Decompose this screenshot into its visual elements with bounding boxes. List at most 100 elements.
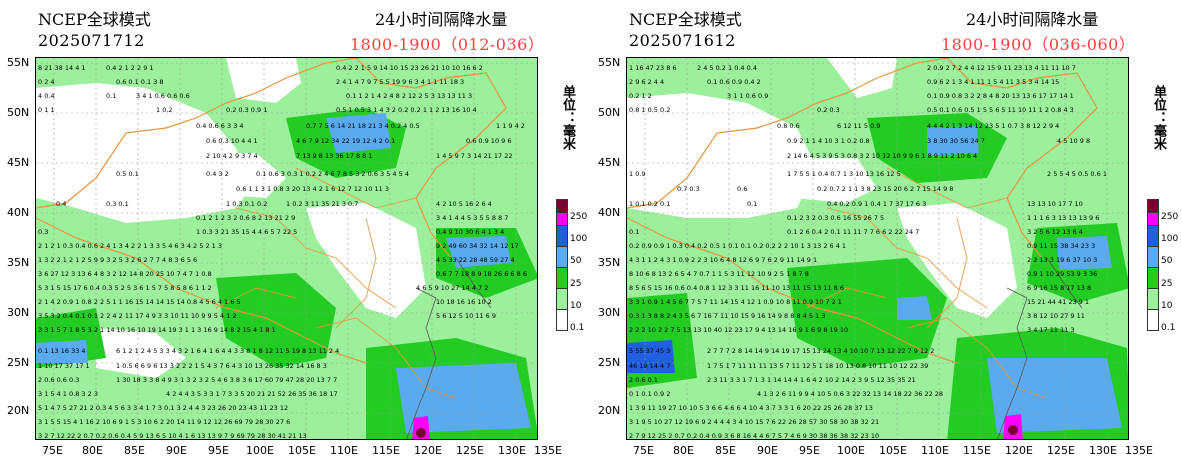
- svg-text:3 1 5 4 1 0.8 3 2 3: 3 1 5 4 1 0.8 3 2 3: [38, 390, 98, 398]
- svg-text:0.2 0.3 0.9 1: 0.2 0.3 0.9 1: [226, 106, 267, 114]
- svg-text:2 7 9 12 25 2 0.7 0.2 0.4 0.9: 2 7 9 12 25 2 0.7 0.2 0.4 0.9 3 6 8 16 4…: [629, 432, 879, 440]
- svg-text:2 14 6 4 5 3 9 5 3 0.8 3 2 10: 2 14 6 4 5 3 9 5 3 0.8 3 2 10 12 10 9 9 …: [787, 152, 977, 160]
- svg-text:0.1 2 3 2 0.3 0.6 16 55 26 7 5: 0.1 2 3 2 0.3 0.6 16 55 26 7 5: [787, 214, 884, 222]
- svg-text:1 3 2 2 1 2 1 2 5 9 9 3 2 5 3: 1 3 2 2 1 2 1 2 5 9 9 3 2 5 3 2 6 2 7 7 …: [38, 256, 197, 264]
- legend-label: 100: [570, 234, 588, 244]
- lon-label: 130E: [498, 444, 526, 457]
- precip-area-blue-2: [446, 236, 511, 268]
- legend-swatch: [556, 199, 568, 213]
- precip-area-blue-1: [927, 126, 979, 156]
- svg-text:1 0.2 3 11 35 21 3 0.7: 1 0.2 3 11 35 21 3 0.7: [286, 200, 358, 208]
- lon-label: 95E: [208, 444, 229, 457]
- svg-text:1 0.2: 1 0.2: [156, 106, 173, 114]
- svg-text:1 3 9 11 19 27 10 10 5 3 6 6 4: 1 3 9 11 19 27 10 10 5 3 6 6 4 6 6 4 10 …: [629, 404, 873, 412]
- svg-text:0.2 0.7 2 1 1 3 8 23 15 20 6 2: 0.2 0.7 2 1 1 3 8 23 15 20 6 2 7 15 14 9…: [817, 185, 953, 193]
- svg-text:3 1 5 5 15 4 1 16 2 10 6 9 1 5: 3 1 5 5 15 4 1 16 2 10 6 9 1 5 3 10 6 2 …: [38, 418, 290, 426]
- svg-text:0.4: 0.4: [56, 200, 66, 208]
- svg-text:0 2 4: 0 2 4: [38, 78, 55, 86]
- svg-text:0.1: 0.1: [629, 228, 639, 236]
- country-border: [36, 58, 507, 364]
- svg-text:2 3 11 3 3 1 7 1 3 1 14 14 4 1: 2 3 11 3 3 1 7 1 3 1 14 14 4 1 6 4 2 10 …: [707, 376, 916, 384]
- svg-text:1 0.3 3 21 35 15 4 4 6 5 7 22: 1 0.3 3 21 35 15 4 4 6 5 7 22 5: [196, 228, 297, 236]
- model-name: NCEP全球模式: [38, 10, 151, 29]
- svg-text:2 9 6 2 4 4: 2 9 6 2 4 4: [629, 78, 664, 86]
- svg-text:5 1 4 7 5 27 21 2 0.3 4 5 6 3: 5 1 4 7 5 27 21 2 0.3 4 5 6 3 3 4 1 7 3 …: [38, 404, 288, 412]
- lon-label: 100E: [837, 444, 865, 457]
- svg-text:1 1 1 6 3 13 13 13 9 6: 1 1 1 6 3 13 13 13 9 6: [1027, 214, 1099, 222]
- svg-text:46 19 14 4 7: 46 19 14 4 7: [629, 362, 670, 370]
- province-border: [806, 167, 1048, 399]
- svg-text:0.9 2 1 1 4 10 3 1 0.2 0.8: 0.9 2 1 1 4 10 3 1 0.2 0.8: [787, 137, 870, 145]
- dry-area-center: [897, 203, 1017, 318]
- lon-label: 85E: [715, 444, 736, 457]
- svg-text:4 1 3 2 6 11 9 9 4 10 5 0.6 3: 4 1 3 2 6 11 9 9 4 10 5 0.6 3 22 32 13 1…: [757, 390, 943, 398]
- dry-area-south: [96, 328, 186, 378]
- precipitation-map: 8 21 38 14 4 1 0.4 2 1 2 2 9 1 0.4 2 2 1 5…: [35, 57, 538, 440]
- svg-text:5 6 12 5 10 11 6 9: 5 6 12 5 10 11 6 9: [436, 312, 496, 320]
- svg-text:0.2 1 2: 0.2 1 2: [629, 92, 652, 100]
- svg-text:8 10 6 8 13 2 6 5 4 7 0.7 1 1: 8 10 6 8 13 2 6 5 4 7 0.7 1 1 5 3 11 12 …: [629, 270, 809, 278]
- svg-text:2 4 1 4 7 9 7 5 5 19 9 6 3 4 1: 2 4 1 4 7 9 7 5 5 19 9 6 3 4 1 1 11 18 3: [336, 78, 464, 86]
- init-time: 2025071712: [38, 31, 145, 50]
- svg-text:3 2 5 6 12 13 6 4: 3 2 5 6 12 13 6 4: [1027, 228, 1083, 236]
- legend-label: 25: [570, 279, 582, 289]
- province-border: [215, 167, 457, 399]
- legend-swatch: [556, 225, 568, 247]
- svg-text:7 13 9 8 13 36 17 8 8 1: 7 13 9 8 13 36 17 8 8 1: [296, 152, 373, 160]
- unit-label: 单位：毫米: [1151, 85, 1166, 150]
- lon-label: 120E: [414, 444, 442, 457]
- lon-label: 115E: [372, 444, 400, 457]
- legend-swatch: [1147, 212, 1159, 226]
- precip-area-blue-2: [1057, 236, 1112, 270]
- precip-area-blue-1: [326, 113, 391, 153]
- svg-text:0.3 0.1: 0.3 0.1: [106, 200, 129, 208]
- svg-text:3 2 7 12 22 2 0.7 0.2 0.6 0.4: 3 2 7 12 22 2 0.7 0.2 0.6 0.4 5 9 13 6 5…: [38, 432, 307, 440]
- svg-text:0.3: 0.3: [38, 228, 48, 236]
- svg-text:5 3 1 5 15 17 6 0.4 0.3 5 2 5: 5 3 1 5 15 17 6 0.4 0.3 5 2 5 3 6 1 5 7 …: [38, 284, 212, 292]
- svg-text:0.6 1 1 3 1 0.8 3 20 13 4 2 1: 0.6 1 1 3 1 0.8 3 20 13 4 2 1 6 12 7 12 …: [236, 185, 389, 193]
- svg-text:6 1 2 1 2 4 5 3 3 4 3 2 1 6 4: 6 1 2 1 2 4 5 3 3 4 3 2 1 6 4 1 6 4 4 3 …: [116, 347, 339, 355]
- coastline: [406, 257, 492, 439]
- svg-text:3 5 3 2 0.4 0.1 0.1 2 2 4 2 11: 3 5 3 2 0.4 0.1 0.1 2 2 4 2 11 17 4 9 3 …: [38, 312, 236, 320]
- svg-text:4 0.4: 4 0.4: [38, 92, 55, 100]
- valid-period: 1800-1900（036-060）: [941, 35, 1136, 54]
- dry-area-mid: [186, 153, 286, 198]
- lat-label: 35N: [7, 256, 30, 269]
- precip-core: [1008, 425, 1018, 435]
- grid-values: 1 16 47 23 8 6 2 4 5 0.2 1 0.4 0.4 2 0.9 2…: [629, 64, 1107, 440]
- svg-text:4 6 5 9 10 27 14 4 7 2: 4 6 5 9 10 27 14 4 7 2: [416, 284, 488, 292]
- svg-text:0.6 0.9 10 9 6: 0.6 0.9 10 9 6: [466, 137, 511, 145]
- grid-values: 8 21 38 14 4 1 0.4 2 1 2 2 9 1 0.4 2 2 1 5…: [38, 64, 527, 440]
- legend-label: 10: [570, 301, 582, 311]
- svg-text:0.9 1 10 29 53 9 3 36: 0.9 1 10 29 53 9 3 36: [1027, 270, 1097, 278]
- lat-label: 25N: [7, 356, 30, 369]
- dry-area-mid: [787, 158, 877, 203]
- legend-swatch: [556, 309, 568, 331]
- precip-area-green-5: [627, 293, 697, 388]
- svg-text:0.1 2 6 0.4 2 0.1 11 11 7 7 6: 0.1 2 6 0.4 2 0.1 11 11 7 7 6 6 2 22 24 …: [787, 228, 919, 236]
- svg-text:1 16 47 23 8 6: 1 16 47 23 8 6: [629, 64, 677, 72]
- svg-text:0.1 0.6 0.9 0.4 2: 0.1 0.6 0.9 0.4 2: [707, 78, 761, 86]
- legend-label: 50: [1161, 256, 1173, 266]
- svg-text:0.5 0.1 0.6 0.5 1 5 5 6 5 11 1: 0.5 0.1 0.6 0.5 1 5 5 6 5 11 10 11 1 2 0…: [927, 106, 1074, 114]
- svg-text:0.9 6 2 1 3 4 1 11 1 5 4 11 3: 0.9 6 2 1 3 4 1 11 1 5 4 11 3 5 3 4 14 1…: [927, 78, 1059, 86]
- svg-text:0.4 9 10 30 6 4 1 3 4: 0.4 9 10 30 6 4 1 3 4: [436, 228, 504, 236]
- legend-swatch: [1147, 267, 1159, 289]
- lat-label: 20N: [7, 404, 30, 417]
- svg-text:1 30 18 3 3 8 4 9 3 1 3 2 3 2: 1 30 18 3 3 8 4 9 3 1 3 2 3 2 5 4 6 3 8 …: [116, 376, 337, 384]
- model-name: NCEP全球模式: [629, 10, 742, 29]
- svg-text:0.3 1 3 8 8 2 4 3 5 6 7 16 7 1: 0.3 1 3 8 8 2 4 3 5 6 7 16 7 11 10 15 9 …: [629, 312, 825, 320]
- lat-label: 40N: [598, 206, 621, 219]
- lon-label: 135E: [534, 444, 562, 457]
- map-title: 24小时间隔降水量: [966, 10, 1099, 29]
- svg-text:4 2 10 5 16 2 6 4: 4 2 10 5 16 2 6 4: [436, 200, 492, 208]
- lon-label: 100E: [246, 444, 274, 457]
- svg-text:3 4 1 0.6 0.6 0.6: 3 4 1 0.6 0.6 0.6: [136, 92, 190, 100]
- lon-label: 95E: [799, 444, 820, 457]
- lat-label: 25N: [598, 356, 621, 369]
- svg-text:3 3 1 5 7 1 8 5 3 2 1 14 10 16: 3 3 1 5 7 1 8 5 3 2 1 14 10 16 10 19 14 …: [38, 326, 276, 334]
- lon-label: 130E: [1089, 444, 1117, 457]
- svg-text:0.1 13 16 33 4: 0.1 13 16 33 4: [38, 347, 86, 355]
- legend-swatch: [1147, 246, 1159, 268]
- lon-label: 75E: [42, 444, 63, 457]
